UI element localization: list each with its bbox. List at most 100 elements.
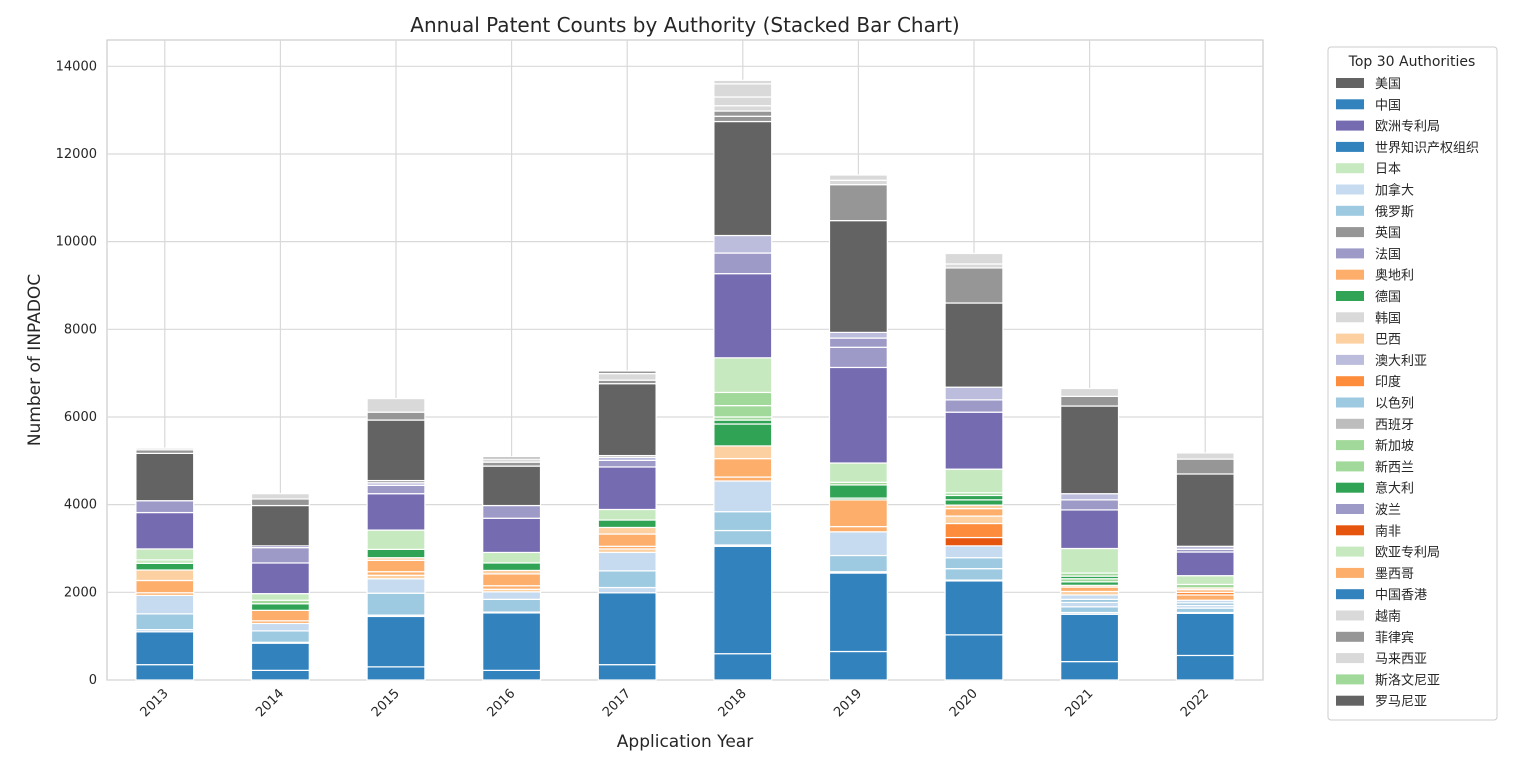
y-tick-label: 8000: [64, 322, 97, 337]
legend-swatch: [1336, 461, 1364, 471]
bar-segment: [483, 670, 541, 680]
legend-label: 欧亚专利局: [1375, 546, 1440, 561]
bar-segment: [945, 387, 1003, 400]
legend-label: 南非: [1375, 523, 1401, 539]
bar-segment: [1061, 607, 1119, 613]
legend-swatch: [1336, 525, 1364, 535]
bar-segment: [830, 347, 888, 367]
bar-segment: [1176, 608, 1234, 612]
bar-segment: [136, 632, 194, 665]
bar-segment: [714, 253, 772, 274]
legend-label: 越南: [1375, 609, 1401, 625]
bar-segment: [830, 652, 888, 680]
bar-segment: [1061, 595, 1119, 599]
bar-stack-2020: [945, 253, 1003, 680]
bar-segment: [1176, 576, 1234, 585]
legend-label: 俄罗斯: [1375, 205, 1414, 220]
legend-swatch: [1336, 185, 1364, 195]
legend-swatch: [1336, 291, 1364, 301]
bar-segment: [1061, 602, 1119, 606]
legend-label: 罗马尼亚: [1375, 695, 1427, 710]
bar-segment: [714, 459, 772, 477]
bar-stack-2014: [252, 494, 310, 680]
bar-segment: [830, 573, 888, 651]
legend-label: 波兰: [1375, 503, 1401, 518]
legend-label: 美国: [1375, 77, 1401, 92]
bar-segment: [252, 506, 310, 546]
bar-segment: [598, 509, 656, 520]
legend-label: 印度: [1375, 374, 1401, 390]
bar-segment: [1061, 500, 1119, 510]
bar-stack-2013: [136, 448, 194, 680]
bar-segment: [714, 236, 772, 254]
bar-segment: [136, 549, 194, 560]
bar-segment: [598, 571, 656, 588]
bar-segment: [1061, 494, 1119, 500]
legend-swatch: [1336, 504, 1364, 514]
bar-segment: [1176, 453, 1234, 459]
bar-segment: [945, 268, 1003, 303]
bar-segment: [483, 506, 541, 519]
bar-segment: [367, 667, 425, 680]
y-tick-label: 0: [89, 673, 97, 688]
x-axis-title: Application Year: [617, 732, 753, 752]
bar-segment: [830, 463, 888, 482]
bar-segment: [830, 332, 888, 338]
bar-segment: [714, 111, 772, 116]
bar-segment: [252, 610, 310, 621]
legend-swatch: [1336, 674, 1364, 684]
legend-swatch: [1336, 142, 1364, 152]
bar-segment: [367, 530, 425, 549]
bar-segment: [483, 613, 541, 670]
legend-swatch: [1336, 696, 1364, 706]
bar-segment: [945, 469, 1003, 493]
bar-segment: [714, 546, 772, 653]
bar-segment: [252, 604, 310, 611]
bar-segment: [136, 570, 194, 581]
bar-stack-2016: [483, 457, 541, 680]
legend-swatch: [1336, 419, 1364, 429]
legend-swatch: [1336, 440, 1364, 450]
bar-segment: [483, 518, 541, 552]
bar-segment: [598, 371, 656, 374]
bar-segment: [830, 556, 888, 572]
bar-segment: [830, 527, 888, 532]
bar-segment: [136, 563, 194, 570]
bar-segment: [714, 392, 772, 405]
bar-segment: [1176, 613, 1234, 655]
bar-segment: [252, 548, 310, 563]
bar-segment: [714, 358, 772, 393]
bar-segment: [830, 338, 888, 347]
bar-segment: [1176, 552, 1234, 576]
bar-segment: [483, 563, 541, 570]
bar-segment: [1061, 396, 1119, 406]
bar-segment: [714, 531, 772, 545]
bar-segment: [1061, 614, 1119, 661]
bar-stack-2021: [1061, 388, 1119, 680]
y-tick-label: 12000: [56, 147, 97, 162]
bar-segment: [714, 122, 772, 236]
bar-segment: [830, 500, 888, 527]
legend-swatch: [1336, 483, 1364, 493]
legend: Top 30 Authorities 美国中国欧洲专利局世界知识产权组织日本加拿…: [1328, 47, 1497, 720]
bar-segment: [483, 466, 541, 505]
bar-segment: [714, 654, 772, 680]
bar-segment: [136, 513, 194, 549]
legend-label: 意大利: [1375, 481, 1414, 497]
bar-segment: [252, 643, 310, 670]
bar-segment: [945, 495, 1003, 499]
bar-segment: [367, 593, 425, 615]
bar-segment: [830, 367, 888, 463]
bar-segment: [714, 106, 772, 111]
legend-label: 日本: [1375, 162, 1401, 177]
bar-segment: [945, 581, 1003, 635]
bar-segment: [483, 574, 541, 586]
bar-segment: [945, 303, 1003, 387]
legend-label: 中国: [1375, 98, 1401, 113]
bar-segment: [252, 623, 310, 630]
bar-segment: [598, 520, 656, 527]
bar-segment: [945, 546, 1003, 558]
bar-segment: [483, 552, 541, 563]
bar-segment: [714, 116, 772, 121]
legend-label: 英国: [1375, 226, 1401, 241]
